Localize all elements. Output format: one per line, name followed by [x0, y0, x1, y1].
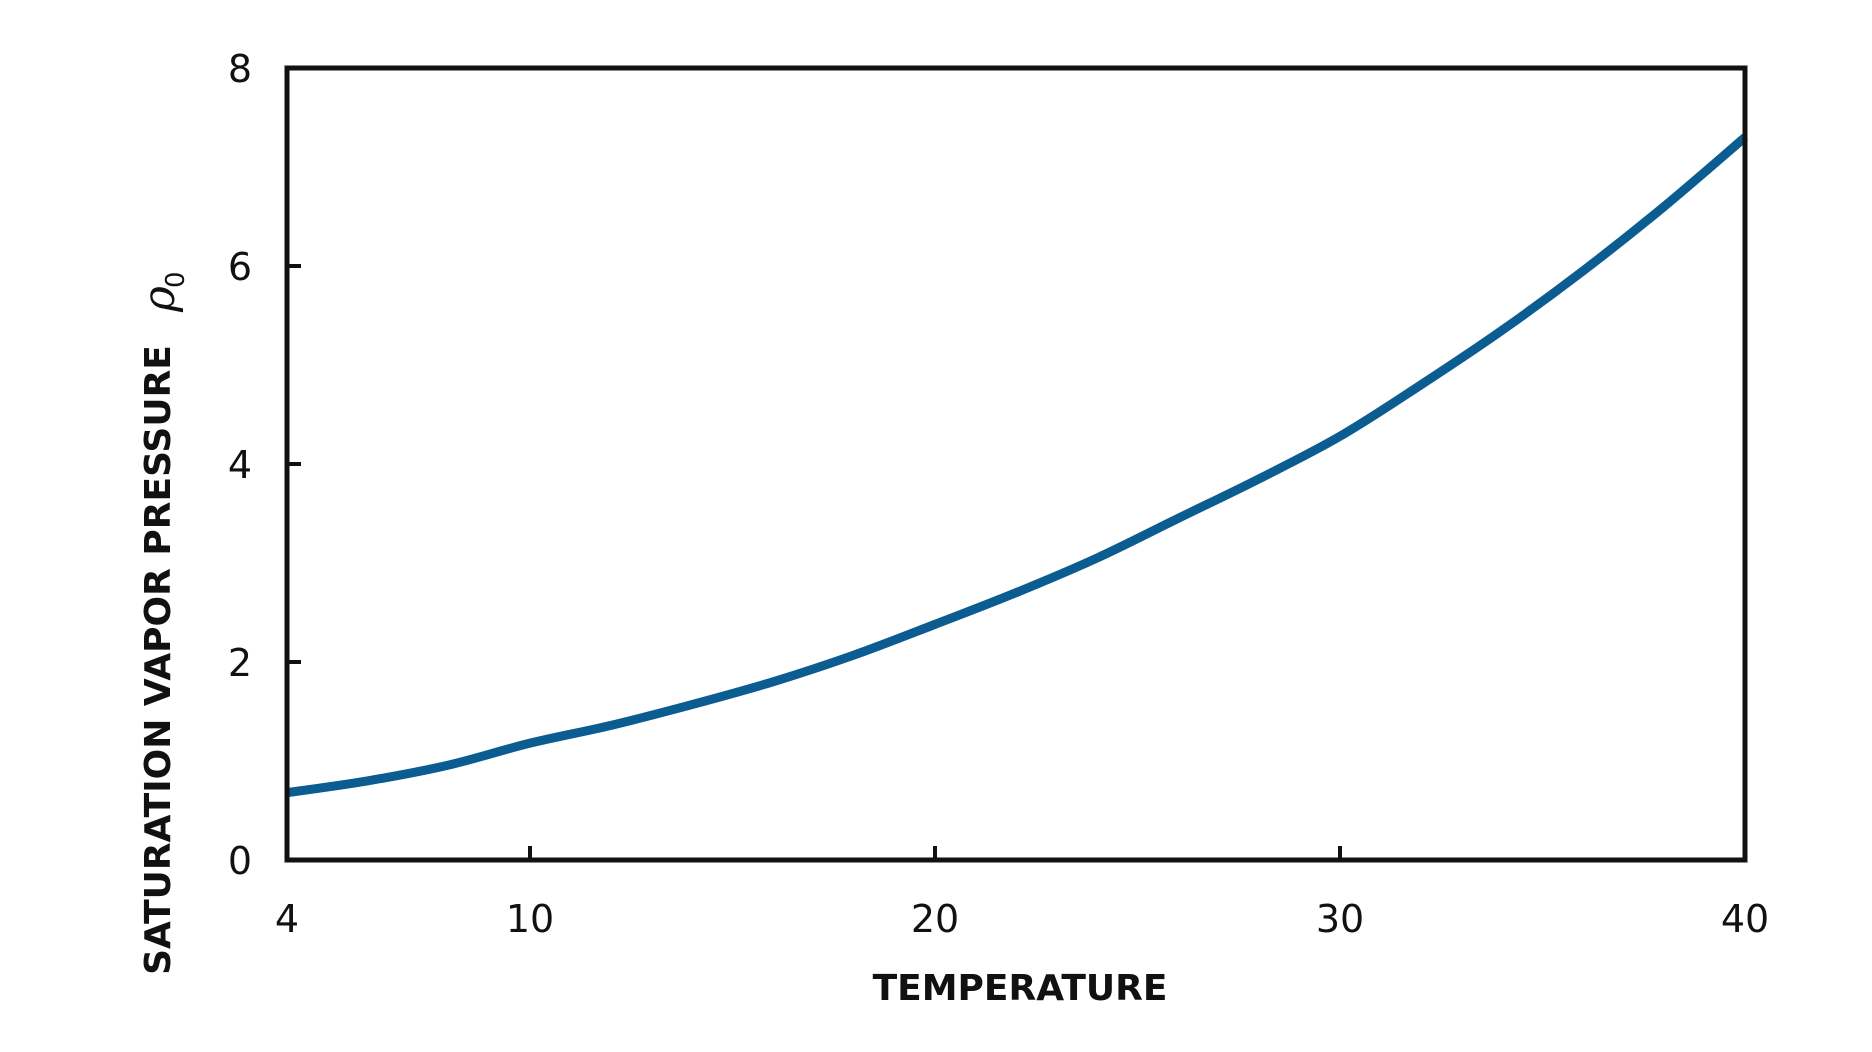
y-axis-symbol-subscript: 0	[161, 271, 191, 288]
axis-ticks: 4 10 20 30 40 0 2 4 6 8	[228, 47, 1769, 941]
plot-area	[284, 65, 1748, 863]
y-tick-label-0: 0	[228, 839, 252, 883]
y-tick-label-2: 2	[228, 641, 252, 685]
y-axis-title-group: SATURATION VAPOR PRESSURE ρ 0	[134, 271, 191, 974]
y-axis-title: SATURATION VAPOR PRESSURE	[138, 345, 179, 975]
x-tick-label-4: 4	[275, 897, 299, 941]
x-axis-title: TEMPERATURE	[873, 968, 1168, 1009]
x-tick-label-30: 30	[1316, 897, 1364, 941]
x-tick-label-10: 10	[506, 897, 554, 941]
plot-frame	[284, 65, 1748, 863]
y-tick-label-6: 6	[228, 245, 252, 289]
x-tick-label-40: 40	[1721, 897, 1769, 941]
y-axis-symbol: ρ	[134, 286, 185, 313]
y-tick-label-4: 4	[228, 443, 252, 487]
x-tick-label-20: 20	[911, 897, 959, 941]
series-line-0	[286, 133, 1748, 798]
y-tick-label-8: 8	[228, 47, 252, 91]
